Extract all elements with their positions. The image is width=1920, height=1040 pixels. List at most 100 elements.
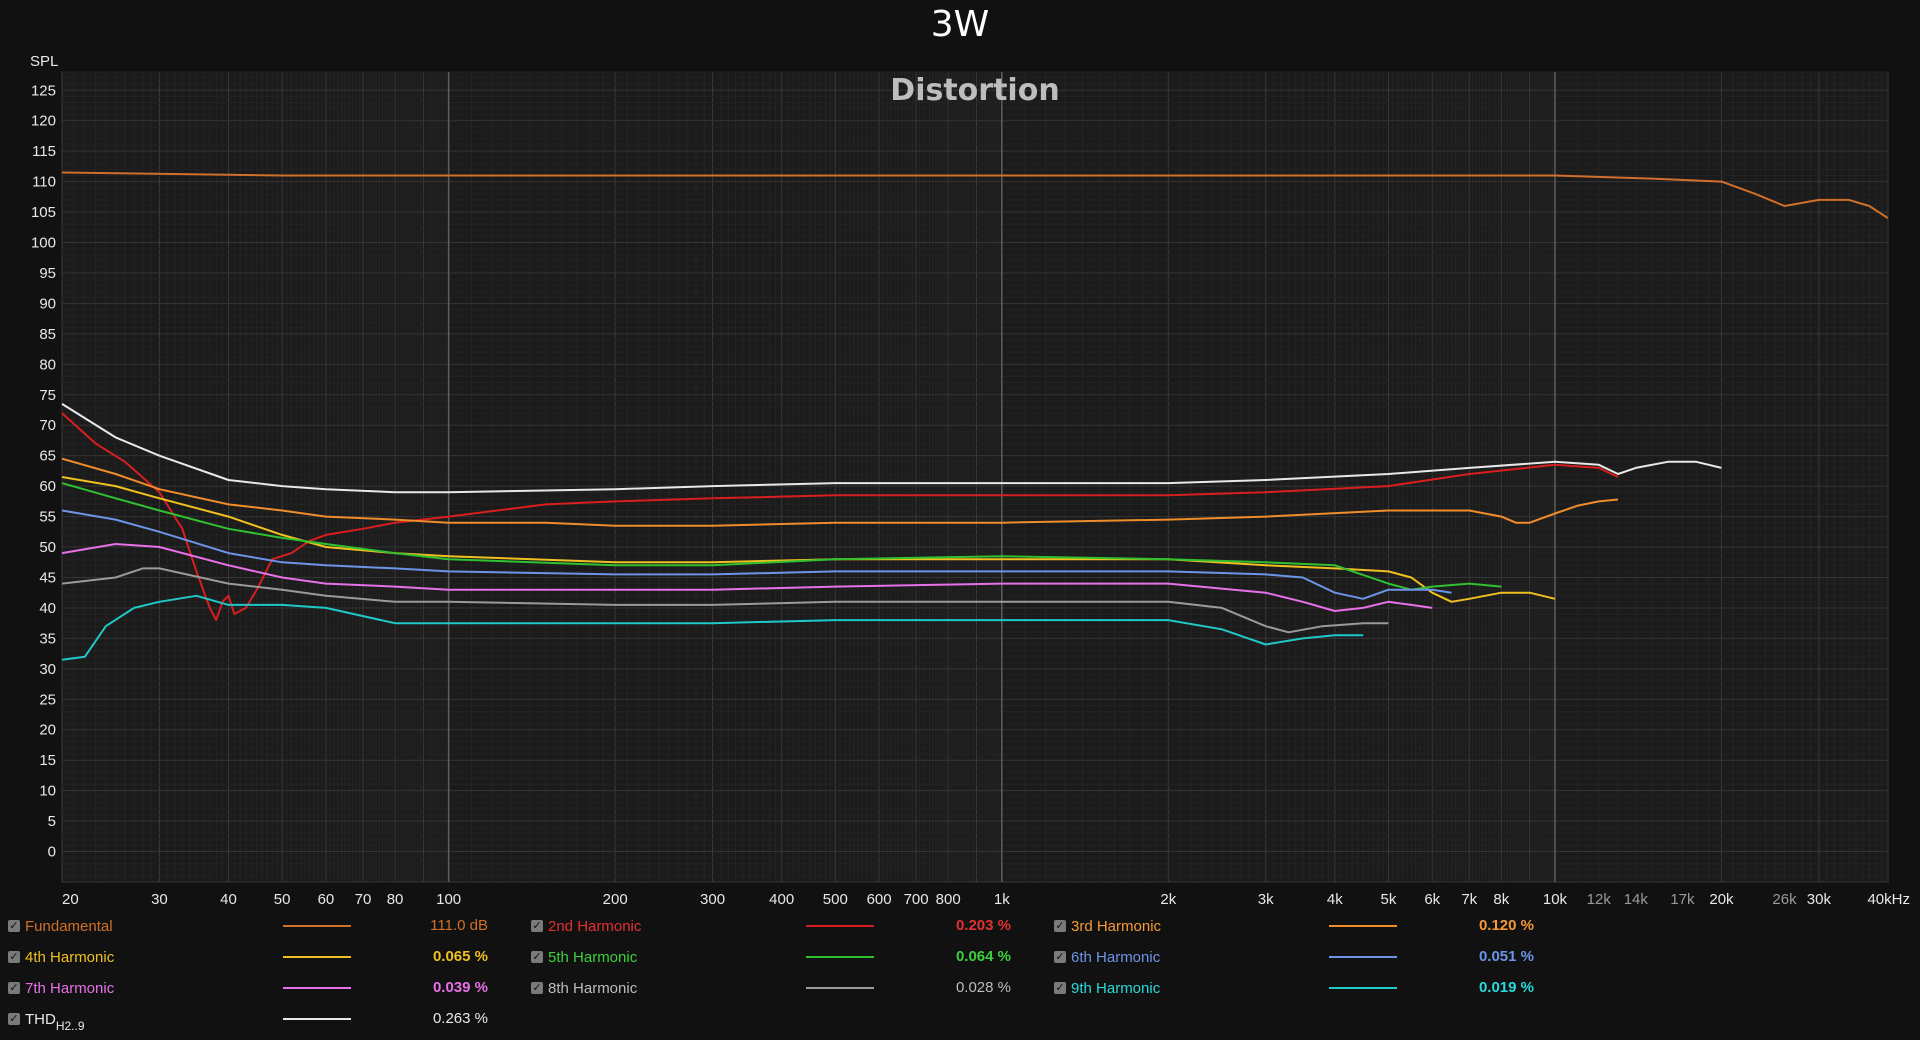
legend-label: 3rd Harmonic: [1071, 917, 1162, 935]
checkbox-checked-icon[interactable]: ✓: [531, 950, 543, 963]
x-tick-label: 300: [700, 891, 725, 908]
y-tick-label: 40: [39, 600, 56, 617]
legend-swatch: [283, 987, 351, 989]
x-tick-label: 7k: [1461, 891, 1477, 908]
legend-value: 0.263 %: [432, 1010, 488, 1027]
legend-item-fundamental[interactable]: ✓ Fundamental 111.0 dB: [8, 912, 513, 940]
y-tick-label: 30: [39, 661, 56, 678]
x-tick-label: 40kHz: [1867, 891, 1910, 908]
y-tick-label: 60: [39, 478, 56, 495]
6th-harmonic-line: [61, 509, 1452, 600]
checkbox-checked-icon[interactable]: ✓: [1054, 950, 1066, 963]
x-tick-label: 80: [387, 891, 404, 908]
legend-item-7th-harmonic[interactable]: ✓ 7th Harmonic 0.039 %: [8, 974, 513, 1002]
legend-value: 0.019 %: [1478, 979, 1534, 996]
x-tick-label: 3k: [1258, 891, 1274, 908]
y-tick-label: 55: [39, 509, 56, 526]
x-tick-label: 600: [867, 891, 892, 908]
x-tick-label: 30k: [1807, 891, 1832, 908]
y-axis-label: SPL: [30, 53, 58, 70]
legend-item-thd[interactable]: ✓ THD H2..9 0.263 %: [8, 1005, 513, 1033]
y-tick-label: 15: [39, 752, 56, 769]
x-tick-label: 2k: [1160, 891, 1176, 908]
x-tick-label: 20: [62, 891, 79, 908]
y-tick-label: 45: [39, 569, 56, 586]
legend-label: 7th Harmonic: [25, 979, 115, 997]
x-tick-label: 800: [936, 891, 961, 908]
legend-value: 0.203 %: [955, 917, 1011, 934]
legend-label: 5th Harmonic: [548, 948, 638, 966]
y-tick-label: 80: [39, 356, 56, 373]
legend-value: 0.051 %: [1478, 948, 1534, 965]
legend-item-8th-harmonic[interactable]: ✓ 8th Harmonic 0.028 %: [531, 974, 1036, 1002]
legend: ✓ Fundamental 111.0 dB ✓ 2nd Harmonic 0.203 %…: [0, 912, 1920, 1040]
legend-value: 111.0 dB: [430, 917, 488, 934]
y-tick-label: 95: [39, 265, 56, 282]
x-tick-label: 17k: [1670, 891, 1695, 908]
legend-item-4th-harmonic[interactable]: ✓ 4th Harmonic 0.065 %: [8, 943, 513, 971]
y-tick-label: 50: [39, 539, 56, 556]
thd-line: [61, 403, 1722, 494]
y-tick-label: 120: [31, 113, 56, 130]
checkbox-checked-icon[interactable]: ✓: [531, 981, 543, 994]
legend-value: 0.120 %: [1478, 917, 1534, 934]
x-tick-label: 30: [151, 891, 168, 908]
thd-subscript: H2..9: [55, 1018, 85, 1033]
checkbox-checked-icon[interactable]: ✓: [531, 919, 543, 932]
page-title: 3W: [930, 4, 990, 45]
x-tick-label: 50: [274, 891, 291, 908]
y-tick-label: 75: [39, 387, 56, 404]
x-tick-label: 8k: [1493, 891, 1509, 908]
legend-item-5th-harmonic[interactable]: ✓ 5th Harmonic 0.064 %: [531, 943, 1036, 971]
y-tick-label: 110: [32, 174, 56, 191]
y-tick-label: 0: [48, 844, 56, 861]
legend-item-3rd-harmonic[interactable]: ✓ 3rd Harmonic 0.120 %: [1054, 912, 1559, 940]
legend-swatch: [283, 956, 351, 958]
y-tick-label: 5: [48, 813, 56, 830]
legend-label: 2nd Harmonic: [548, 917, 642, 935]
fundamental-line: [61, 171, 1889, 220]
legend-label: Fundamental: [25, 917, 113, 935]
legend-label: 8th Harmonic: [548, 979, 638, 997]
y-tick-label: 10: [39, 783, 56, 800]
legend-swatch: [806, 987, 874, 989]
y-tick-label: 35: [39, 630, 56, 647]
x-tick-label: 26k: [1772, 891, 1797, 908]
legend-item-9th-harmonic[interactable]: ✓ 9th Harmonic 0.019 %: [1054, 974, 1559, 1002]
x-tick-label: 14k: [1624, 891, 1649, 908]
x-tick-label: 10k: [1543, 891, 1568, 908]
y-tick-label: 20: [39, 722, 56, 739]
y-tick-label: 125: [31, 82, 56, 99]
legend-value: 0.039 %: [432, 979, 488, 996]
legend-value: 0.065 %: [432, 948, 488, 965]
checkbox-checked-icon[interactable]: ✓: [8, 919, 20, 932]
8th-harmonic-line: [61, 567, 1389, 634]
y-tick-label: 70: [39, 417, 56, 434]
y-tick-label: 25: [39, 691, 56, 708]
legend-swatch: [806, 925, 874, 927]
3rd-harmonic-line: [61, 457, 1619, 527]
legend-swatch: [283, 925, 351, 927]
checkbox-checked-icon[interactable]: ✓: [1054, 981, 1066, 994]
checkbox-checked-icon[interactable]: ✓: [8, 1012, 20, 1025]
x-tick-label: 5k: [1381, 891, 1397, 908]
x-tick-label: 70: [355, 891, 372, 908]
x-tick-label: 200: [603, 891, 628, 908]
checkbox-checked-icon[interactable]: ✓: [8, 981, 20, 994]
checkbox-checked-icon[interactable]: ✓: [1054, 919, 1066, 932]
x-tick-label: 1k: [994, 891, 1010, 908]
y-tick-label: 85: [39, 326, 56, 343]
5th-harmonic-line: [61, 482, 1502, 591]
9th-harmonic-line: [61, 594, 1364, 661]
y-tick-label: 100: [31, 235, 56, 252]
x-tick-label: 500: [823, 891, 848, 908]
legend-item-6th-harmonic[interactable]: ✓ 6th Harmonic 0.051 %: [1054, 943, 1559, 971]
x-tick-label: 100: [436, 891, 461, 908]
legend-item-2nd-harmonic[interactable]: ✓ 2nd Harmonic 0.203 %: [531, 912, 1036, 940]
legend-swatch: [806, 956, 874, 958]
checkbox-checked-icon[interactable]: ✓: [8, 950, 20, 963]
x-tick-label: 700: [904, 891, 929, 908]
legend-label: 4th Harmonic: [25, 948, 115, 966]
legend-swatch: [1329, 925, 1397, 927]
y-tick-label: 65: [39, 448, 56, 465]
